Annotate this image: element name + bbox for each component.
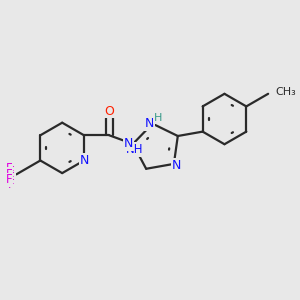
Text: NH: NH (126, 143, 143, 156)
Text: F: F (6, 162, 13, 175)
Text: N: N (145, 117, 154, 130)
Text: F: F (8, 171, 14, 184)
Text: CH₃: CH₃ (275, 87, 296, 98)
Bar (0, 160, 16, 188)
Text: O: O (104, 105, 114, 118)
Text: F: F (6, 168, 13, 181)
Text: N: N (172, 159, 182, 172)
Text: N: N (124, 137, 134, 150)
Text: H: H (154, 113, 162, 123)
Text: F: F (8, 165, 14, 178)
Text: N: N (79, 154, 89, 167)
Text: F: F (8, 178, 14, 191)
Text: F: F (6, 173, 13, 187)
